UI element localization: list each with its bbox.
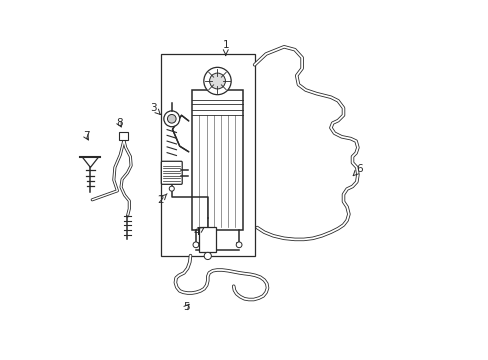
Polygon shape xyxy=(82,157,98,167)
Text: 6: 6 xyxy=(352,164,362,176)
Circle shape xyxy=(167,114,176,123)
Bar xyxy=(119,132,128,140)
Bar xyxy=(192,90,242,230)
Circle shape xyxy=(204,252,211,260)
Circle shape xyxy=(169,186,174,191)
FancyBboxPatch shape xyxy=(161,161,182,184)
Text: 5: 5 xyxy=(183,302,190,312)
Text: 7: 7 xyxy=(82,131,89,141)
Circle shape xyxy=(203,67,231,95)
Circle shape xyxy=(209,73,225,89)
Text: 4: 4 xyxy=(193,227,203,237)
Bar xyxy=(161,54,254,256)
Text: 1: 1 xyxy=(222,40,228,55)
Text: 8: 8 xyxy=(116,118,122,128)
Circle shape xyxy=(163,111,179,127)
Circle shape xyxy=(236,242,242,248)
Bar xyxy=(199,227,216,252)
Text: 3: 3 xyxy=(150,103,160,114)
Text: 2: 2 xyxy=(157,194,167,205)
Circle shape xyxy=(193,242,199,248)
